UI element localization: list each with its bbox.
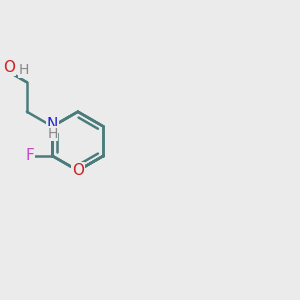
Text: O: O bbox=[72, 163, 84, 178]
Text: H: H bbox=[19, 63, 29, 77]
Text: H: H bbox=[47, 127, 58, 141]
Text: F: F bbox=[26, 148, 35, 164]
Text: O: O bbox=[3, 60, 15, 75]
Text: N: N bbox=[47, 118, 58, 133]
